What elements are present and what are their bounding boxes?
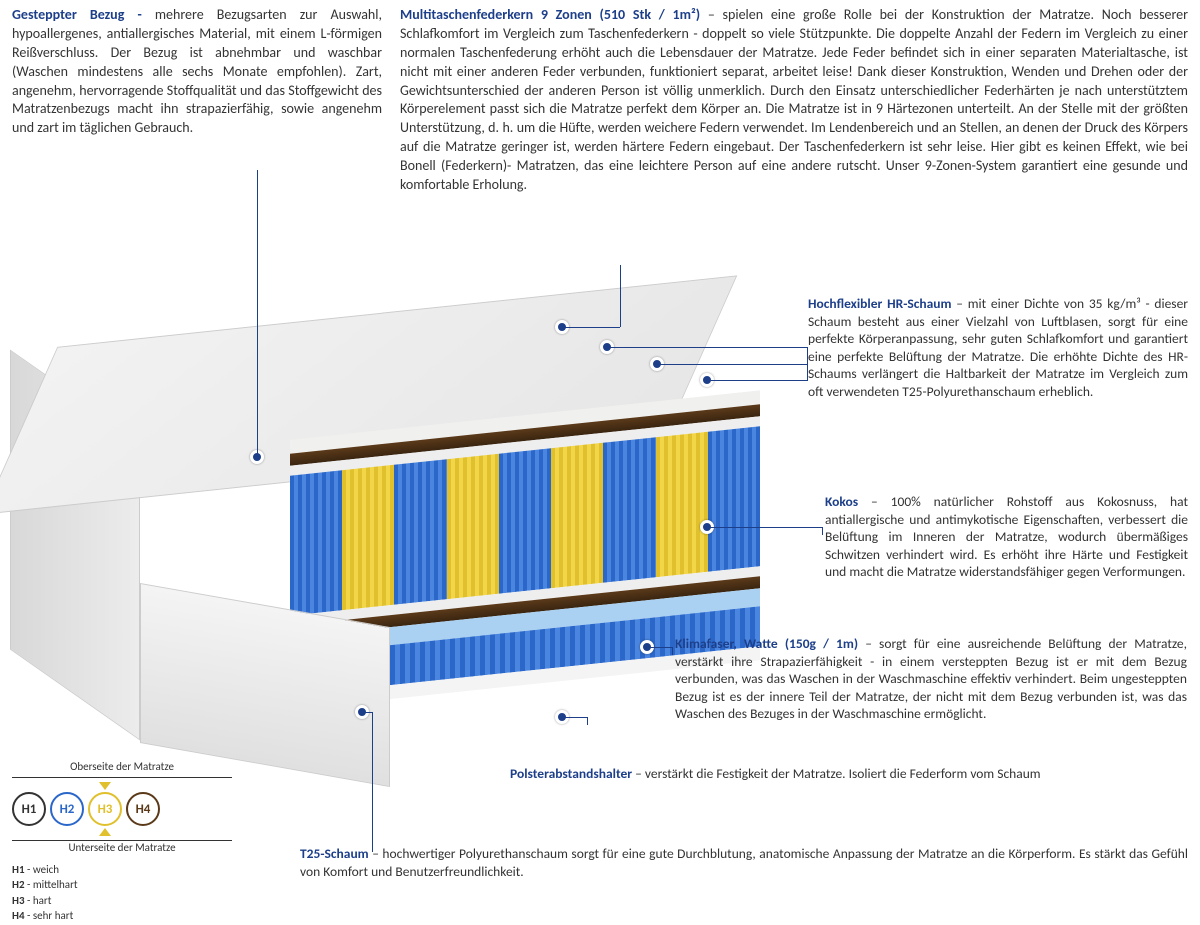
spring-zone-yel <box>551 443 603 588</box>
spring-zone-blue <box>394 459 446 604</box>
hardness-legend: Oberseite der Matratze H1H2H3H4 Untersei… <box>12 760 232 924</box>
spring-zone-blue <box>499 448 551 593</box>
legend-bottom-label: Unterseite der Matratze <box>12 841 232 854</box>
spring-zone-blue <box>290 470 342 615</box>
callout-vline <box>620 265 621 327</box>
t25-title: T25-Schaum <box>300 845 372 862</box>
mattress-illustration <box>20 295 780 775</box>
arrow-up-icon <box>99 828 111 836</box>
spring-zone-yel <box>447 454 499 599</box>
klima-title: Klimafaser, Watte (150g / 1m) <box>675 635 865 652</box>
spring-zone-blue <box>708 426 760 571</box>
bezug-body: mehrere Bezugsarten zur Auswahl, hypoall… <box>12 6 382 136</box>
arrow-down-icon <box>99 782 111 790</box>
hardness-circle-h1: H1 <box>12 792 46 826</box>
kokos-title: Kokos <box>825 493 871 510</box>
t25-block: T25-Schaum – hochwertiger Polyurethansch… <box>300 845 1188 880</box>
callout-hline <box>707 527 822 528</box>
callout-hline <box>657 364 807 365</box>
callout-hline <box>647 647 672 648</box>
hardness-circle-h4: H4 <box>126 792 160 826</box>
polster-block: Polsterabstandshalter – verstärkt die Fe… <box>510 765 1188 783</box>
callout-hline <box>560 327 620 328</box>
callout-vline <box>822 527 823 535</box>
legend-item-h1: H1 - weich <box>12 862 232 877</box>
spring-zone-blue <box>603 437 655 582</box>
legend-item-h3: H3 - hart <box>12 893 232 908</box>
t25-body: – hochwertiger Polyurethanschaum sorgt f… <box>300 845 1188 880</box>
callout-vline <box>257 170 258 455</box>
top-row: Gesteppter Bezug - mehrere Bezugsarten z… <box>0 0 1200 195</box>
legend-circles: H1H2H3H4 <box>12 782 160 836</box>
federkern-body: – spielen eine große Rolle bei der Konst… <box>400 6 1188 193</box>
federkern-block: Multitaschenfederkern 9 Zonen (510 Stk /… <box>400 6 1188 195</box>
hardness-circle-h2: H2 <box>50 792 84 826</box>
hardness-circle-h3: H3 <box>88 792 122 826</box>
callout-vline <box>807 347 808 381</box>
callout-vline <box>672 647 673 655</box>
kokos-body: – 100% natürlicher Rohstoff aus Kokosnus… <box>825 493 1188 580</box>
polster-body: – verstärkt die Festigkeit der Matratze.… <box>635 765 1040 782</box>
callout-hline <box>707 380 807 381</box>
hr-schaum-block: Hochflexibler HR-Schaum – mit einer Dich… <box>808 295 1188 400</box>
callout-hline <box>362 712 372 713</box>
legend-top-label: Oberseite der Matratze <box>12 760 232 773</box>
bezug-block: Gesteppter Bezug - mehrere Bezugsarten z… <box>12 6 382 195</box>
federkern-title: Multitaschenfederkern 9 Zonen (510 Stk /… <box>400 6 708 23</box>
kokos-block: Kokos – 100% natürlicher Rohstoff aus Ko… <box>825 493 1188 581</box>
callout-hline <box>607 347 807 348</box>
polster-title: Polsterabstandshalter <box>510 765 635 782</box>
legend-item-h4: H4 - sehr hart <box>12 908 232 923</box>
spring-zone-yel <box>342 465 394 610</box>
callout-hline <box>562 717 587 718</box>
hr-title: Hochflexibler HR-Schaum <box>808 295 956 312</box>
bezug-title: Gesteppter Bezug - <box>12 6 155 23</box>
spring-zone-yel <box>656 432 708 577</box>
callout-vline <box>372 712 373 852</box>
callout-vline <box>587 717 588 725</box>
klima-block: Klimafaser, Watte (150g / 1m) – sorgt fü… <box>675 635 1187 723</box>
legend-item-h2: H2 - mittelhart <box>12 877 232 892</box>
legend-list: H1 - weichH2 - mittelhartH3 - hartH4 - s… <box>12 862 232 924</box>
